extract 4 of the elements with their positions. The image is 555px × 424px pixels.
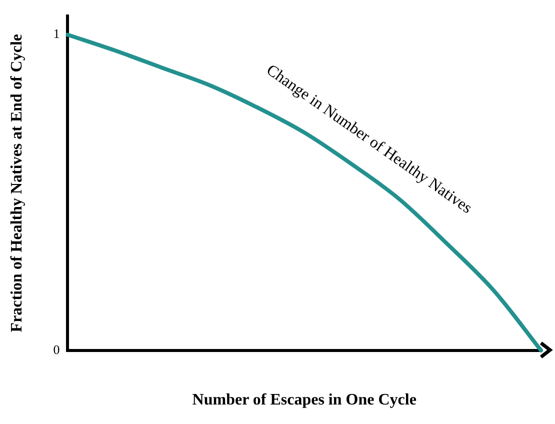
x-axis-title: Number of Escapes in One Cycle <box>192 392 416 409</box>
y-axis-title: Fraction of Healthy Natives at End of Cycle <box>8 34 26 332</box>
y-tick-label: 1 <box>53 26 60 42</box>
y-tick-label: 0 <box>53 342 60 357</box>
